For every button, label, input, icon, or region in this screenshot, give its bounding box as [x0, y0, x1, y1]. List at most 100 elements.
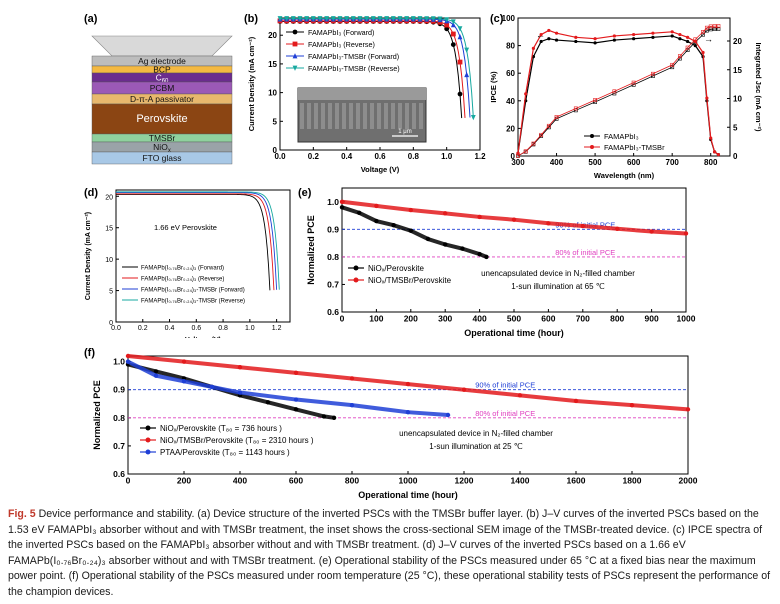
legend-marker [292, 53, 298, 59]
y-axis-label: Normalized PCE [92, 380, 102, 450]
ipce-point [705, 96, 709, 100]
x-tick-label: 700 [666, 158, 680, 167]
jv-point [397, 16, 403, 22]
integrated-point [554, 115, 559, 119]
y-tick-label: 10 [268, 89, 277, 98]
ipce-point [531, 46, 536, 50]
layer-label-6: TMSBr [149, 133, 176, 143]
reference-label: 90% of initial PCE [475, 381, 535, 390]
x-tick-label: 800 [345, 476, 359, 486]
y-tick-label: 20 [268, 31, 277, 40]
x-tick-label: 1.0 [441, 152, 453, 161]
panel-d: (d) 0.0 0.2 0.4 0.6 0.8 1.0 1.2 0 5 10 15 20 Voltage … [82, 182, 300, 344]
stability-point [339, 199, 345, 204]
stability-point [181, 379, 187, 384]
x-tick-label: 800 [704, 158, 718, 167]
x-tick-label: 0.0 [111, 325, 121, 332]
legend-marker [590, 134, 594, 138]
sem-grain [314, 103, 318, 129]
layer-5 [91, 103, 233, 135]
jv-curve [116, 193, 275, 291]
stability-point [331, 415, 337, 421]
sem-grain [405, 103, 409, 129]
sem-grain [356, 103, 360, 129]
stability-point [685, 407, 691, 412]
jv-point [437, 16, 443, 22]
jv-point [310, 16, 316, 22]
figure-number: Fig. 5 [8, 508, 36, 520]
sem-grain [377, 103, 381, 129]
y-tick-label: 10 [105, 257, 113, 264]
reference-label: 80% of initial PCE [555, 248, 615, 257]
legend-label: FAMAPbI₃-TMSBr (Reverse) [308, 64, 400, 73]
stability-point [237, 365, 243, 370]
x-tick-label: 600 [289, 476, 303, 486]
x-tick-label: 0.4 [165, 325, 175, 332]
stability-point [443, 242, 448, 247]
legend-marker [145, 425, 151, 431]
ipce-point [539, 39, 543, 44]
legend-label: PTAA/Perovskite (T₈₀ = 1143 hours ) [160, 448, 290, 457]
jv-point [430, 16, 436, 22]
ipce-point [678, 37, 682, 41]
stability-point [153, 373, 159, 378]
integrated-point [701, 32, 705, 37]
x-axis-label: Operational time (hour) [358, 490, 458, 500]
sem-grain [384, 103, 388, 129]
ipce-point [709, 136, 713, 140]
y-tick-label: 100 [502, 14, 516, 23]
integrated-point [612, 91, 617, 96]
x-tick-label: 1.0 [245, 325, 255, 332]
legend-label: FAMAPbI₃ (Reverse) [308, 40, 375, 49]
stability-point [408, 228, 413, 233]
panel-c: (c) 300 400 500 600 700 800 0 20 40 60 80 100 Wavelen… [488, 8, 778, 180]
x-tick-label: 0.8 [408, 152, 420, 161]
sem-grain [419, 103, 423, 129]
arrow-left-icon: ← [536, 30, 545, 40]
y-tick-label: 80 [506, 42, 515, 51]
jv-point [370, 16, 376, 22]
panel-letter: (b) [244, 13, 258, 25]
jv-point [330, 16, 336, 22]
sem-grain [342, 103, 346, 129]
integrated-point [523, 149, 528, 154]
legend-label: FAMAPb(I₀.₇₆Br₀.₂₄)₃-TMSBr (Forward) [141, 288, 245, 294]
jv-point [290, 16, 296, 22]
jv-point [357, 16, 363, 22]
ipce-point [678, 32, 682, 37]
stability-point [181, 359, 187, 364]
jv-point [317, 16, 323, 22]
x-tick-label: 0.6 [191, 325, 201, 332]
panel-letter: (c) [490, 13, 504, 25]
stability-point [683, 231, 689, 236]
x-tick-label: 0.4 [341, 152, 353, 161]
y-tick-label: 5 [273, 117, 278, 126]
x-tick-label: 300 [511, 158, 525, 167]
sem-grain [307, 103, 311, 129]
ipce-point [686, 39, 690, 44]
panel-a: (a) Ag electrode BCP C60 PCBM D-π-A passivato… [82, 8, 242, 180]
panel-b: (b) 0.0 0.2 0.4 0.6 0.8 1.0 1.2 0 5 10 15 20 Voltage … [242, 8, 490, 180]
stability-point [265, 400, 271, 405]
panel-letter: (f) [84, 347, 95, 359]
y-tick-label: 1.0 [113, 357, 125, 367]
x-tick-label: 200 [404, 314, 418, 324]
legend-marker [353, 277, 359, 283]
panel-e: (e) 0 100 200 300 400 500 600 700 800 900 1000 0.6 0.… [296, 182, 700, 342]
layer-label-0: Ag electrode [138, 56, 186, 66]
legend-marker [145, 437, 151, 443]
jv-point [324, 16, 330, 22]
stability-point [484, 254, 489, 260]
sem-grain [370, 103, 374, 129]
stability-point [125, 359, 131, 364]
sem-top-layer [298, 88, 426, 100]
x-tick-label: 100 [369, 314, 383, 324]
chart-d: (d) 0.0 0.2 0.4 0.6 0.8 1.0 1.2 0 5 10 15 20 Voltage … [84, 187, 291, 344]
ipce-point [539, 32, 543, 37]
jv-point [344, 16, 350, 22]
x-tick-label: 500 [507, 314, 521, 324]
layer-label-4: D-π-A passivator [130, 94, 194, 104]
y-tick-label: 0 [109, 320, 113, 327]
ipce-point [554, 38, 559, 42]
integrated-curve [517, 28, 719, 157]
